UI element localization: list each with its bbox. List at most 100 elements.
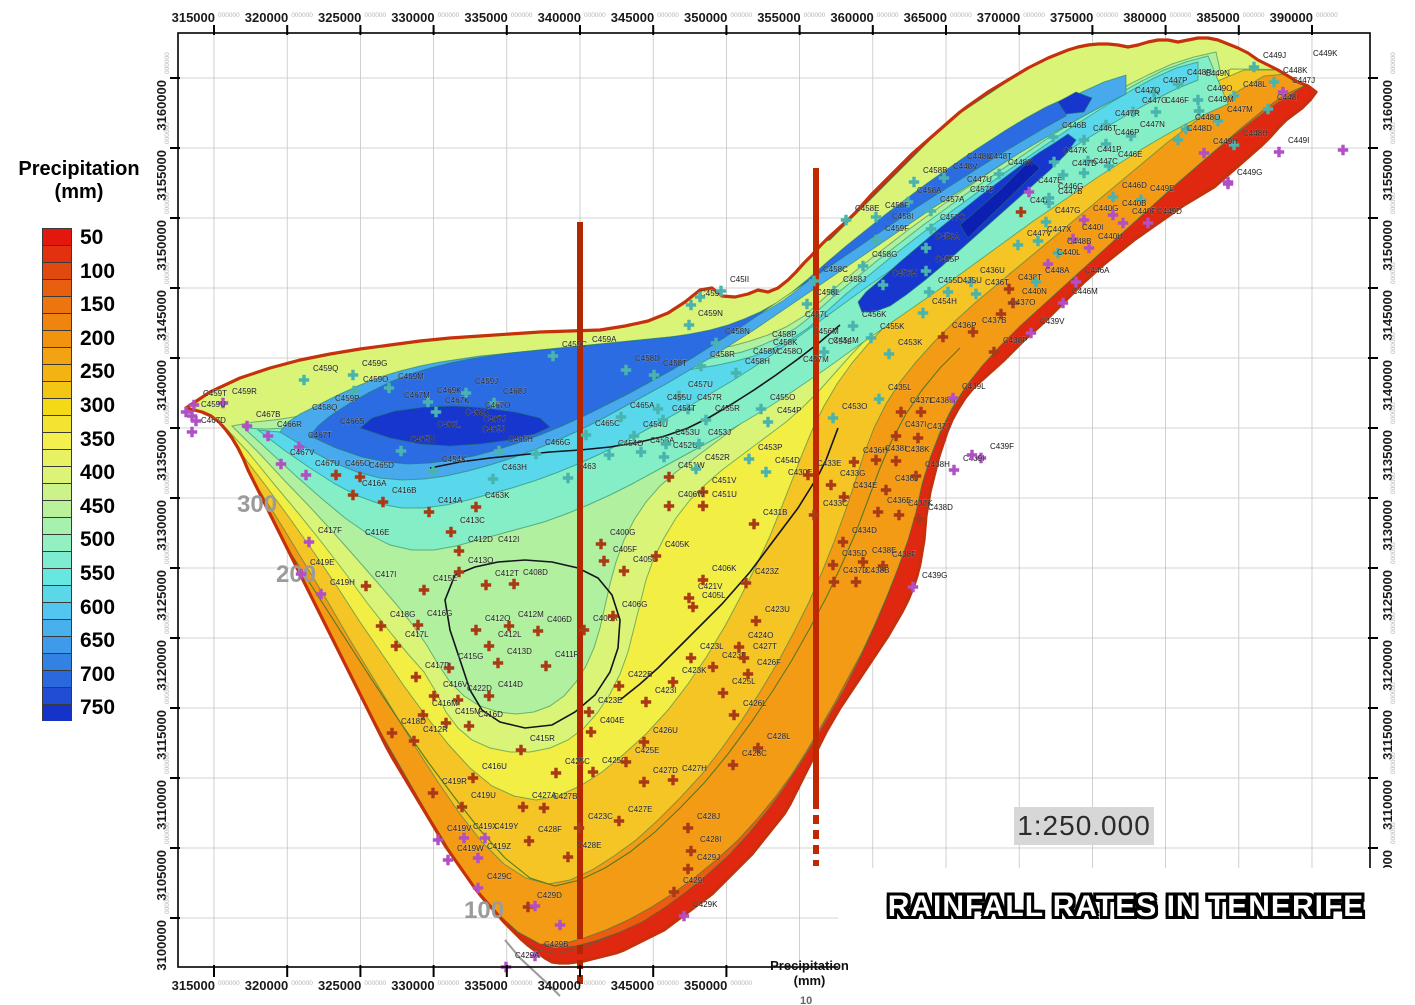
station-label: C412L xyxy=(498,630,522,639)
station-cross-marker xyxy=(697,486,709,498)
station-label: C416M xyxy=(432,699,458,708)
station-cross-marker xyxy=(975,452,987,464)
station: C423F xyxy=(707,651,746,673)
top-axis-label: 355000 xyxy=(757,10,800,25)
station-label: C419W xyxy=(457,844,484,853)
station-cross-marker xyxy=(648,369,660,381)
station-label: C454K xyxy=(442,455,467,464)
title-band xyxy=(838,868,1415,1005)
station-label: C458A xyxy=(917,186,942,195)
station-cross-marker xyxy=(1337,144,1349,156)
top-axis-suffix: 000000 xyxy=(1023,12,1045,19)
legend-title-line1: Precipitation xyxy=(18,158,140,180)
station: C435U xyxy=(942,276,982,298)
bottom-axis-suffix: 000000 xyxy=(730,980,752,987)
left-axis-suffix: 000000 xyxy=(164,472,171,494)
station: C459A xyxy=(592,335,617,344)
station-label: C433G xyxy=(840,469,865,478)
station: C439V xyxy=(1025,317,1065,339)
station-label: C467V xyxy=(290,448,315,457)
station-cross-marker xyxy=(1030,276,1042,288)
station: C438P xyxy=(988,336,1028,358)
left-axis-suffix: 000000 xyxy=(164,682,171,704)
left-axis-suffix: 000000 xyxy=(164,122,171,144)
contour-value-label: 100 xyxy=(464,897,504,924)
right-axis-suffix: 000000 xyxy=(1390,472,1397,494)
legend-value-label: 500 xyxy=(80,528,116,552)
legend-swatch xyxy=(42,568,72,585)
station-label: C458Q xyxy=(312,403,337,412)
station-label: C458G xyxy=(872,250,897,259)
station-cross-marker xyxy=(690,463,702,475)
station-label: C449K xyxy=(1313,49,1338,58)
station-cross-marker xyxy=(682,403,694,415)
station: C451W xyxy=(663,461,705,483)
legend-value-label: 350 xyxy=(80,427,116,451)
station-cross-marker xyxy=(410,671,422,683)
station-label: C446E xyxy=(1118,150,1142,159)
station-cross-marker xyxy=(965,276,977,288)
station: C446D xyxy=(1107,181,1147,203)
station-label: C423C xyxy=(588,812,613,821)
legend-swatch xyxy=(42,704,72,721)
top-axis-suffix: 000000 xyxy=(657,12,679,19)
station: C467J xyxy=(483,415,506,424)
left-axis-suffix: 000000 xyxy=(164,542,171,564)
station: C467K xyxy=(430,396,470,418)
station-label: C453K xyxy=(898,338,923,347)
station-cross-marker xyxy=(907,581,919,593)
station: C458P xyxy=(772,330,797,339)
station-label: C412T xyxy=(495,569,519,578)
left-axis-label: 3150000 xyxy=(154,220,169,271)
station-cross-marker xyxy=(988,346,1000,358)
station: C457L xyxy=(805,310,829,319)
station-cross-marker xyxy=(1070,276,1082,288)
station-cross-marker xyxy=(1052,247,1064,259)
station-cross-marker xyxy=(1148,86,1160,98)
bottom-axis-suffix: 000000 xyxy=(657,980,679,987)
legend-swatch xyxy=(42,449,72,466)
station-label: C417D xyxy=(425,661,450,670)
station-label: C405L xyxy=(702,591,726,600)
station: C438I xyxy=(870,444,906,466)
station: C419Z xyxy=(472,842,511,864)
station-cross-marker xyxy=(1222,176,1234,188)
station: C466R xyxy=(262,420,302,442)
contour-value-label: 300 xyxy=(237,491,277,518)
station-label: C416B xyxy=(392,486,416,495)
station-label: C458J xyxy=(843,275,866,284)
bottom-axis-label-value: 320000 xyxy=(245,978,288,993)
station-label: C416D xyxy=(478,710,503,719)
station-label: C440I xyxy=(1082,223,1103,232)
bottom-axis-label-value: 335000 xyxy=(464,978,507,993)
left-axis-label: 3100000 xyxy=(154,920,169,971)
legend-swatch xyxy=(42,381,72,398)
station: C425L xyxy=(717,677,756,699)
station: C438T xyxy=(1003,273,1042,295)
station-label: C463 xyxy=(577,462,597,471)
station: C413C xyxy=(445,516,485,538)
station-label: C448D xyxy=(1187,124,1212,133)
right-axis-label: 3125000 xyxy=(1380,570,1395,621)
left-axis-label: 3135000 xyxy=(154,430,169,481)
station: C437I xyxy=(890,420,926,442)
station-label: C458M xyxy=(753,347,779,356)
legend-value-label: 750 xyxy=(80,696,116,720)
station-label: C406W xyxy=(678,490,705,499)
station: C448B xyxy=(1052,237,1092,259)
island-tenerife xyxy=(186,38,1316,963)
station-label: C440B xyxy=(1122,199,1146,208)
corner-note: 10 xyxy=(800,995,813,1005)
station-label: C447C xyxy=(1093,157,1118,166)
station-cross-marker xyxy=(827,559,839,571)
station: C457U xyxy=(673,380,713,402)
station: C467B xyxy=(241,410,281,432)
station: C428E xyxy=(562,841,602,863)
station: C453A xyxy=(635,436,675,458)
station: C459G xyxy=(347,359,387,381)
station-cross-marker xyxy=(412,619,424,631)
precipitation-band-level-600 xyxy=(309,97,1067,465)
station-cross-marker xyxy=(1277,86,1289,98)
top-axis-suffix: 000000 xyxy=(730,12,752,19)
station-label: C447Q xyxy=(1135,86,1160,95)
